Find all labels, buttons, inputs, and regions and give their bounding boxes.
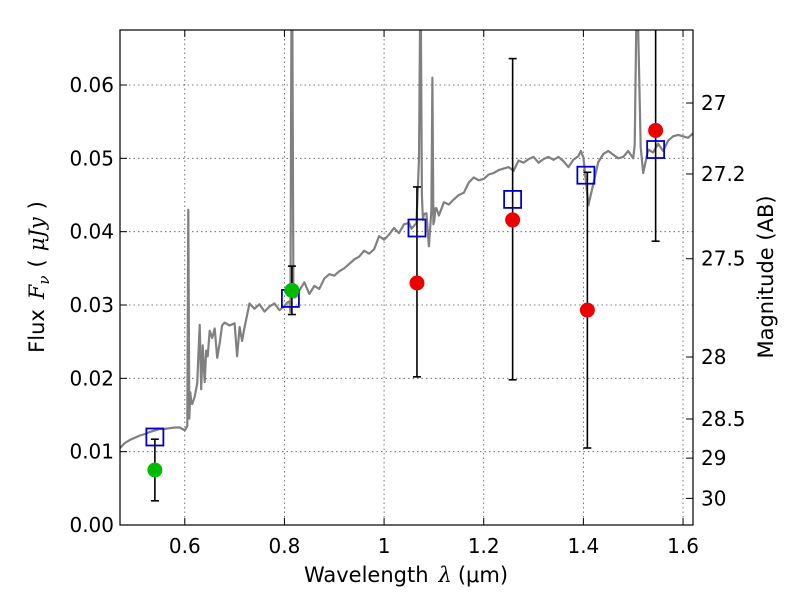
y2-tick-label: 28.5 <box>701 407 746 431</box>
measurement-point <box>505 212 521 228</box>
y2-tick-label: 30 <box>701 486 726 510</box>
y-tick-label: 0.00 <box>69 513 114 537</box>
x-tick-label: 1.6 <box>667 534 699 558</box>
y-tick-label: 0.02 <box>69 366 114 390</box>
y-tick-label: 0.06 <box>69 73 114 97</box>
y-axis-label: FluxFν(μJy) <box>25 201 53 353</box>
x-tick-label: 0.6 <box>169 534 201 558</box>
x-axis-label: Wavelength λ (μm) <box>304 563 508 587</box>
detection-point <box>284 282 300 298</box>
detection-point <box>147 462 163 478</box>
model-box-point <box>407 218 427 238</box>
spectrum-line <box>120 30 693 449</box>
y-tick-label: 0.01 <box>69 440 114 464</box>
x-tick-label: 0.8 <box>269 534 301 558</box>
plot-area <box>120 30 693 502</box>
x-tick-label: 1.4 <box>567 534 599 558</box>
plot-frame <box>119 29 694 526</box>
grid <box>120 30 693 526</box>
y2-tick-label: 27.5 <box>701 247 746 271</box>
x-tick-label: 1 <box>378 534 391 558</box>
y-tick-label: 0.03 <box>69 293 114 317</box>
y2-tick-label: 28 <box>701 345 726 369</box>
measurement-point <box>648 122 664 138</box>
model-box-point <box>145 427 165 447</box>
model-box-point <box>646 140 666 159</box>
x-tick-label: 1.2 <box>468 534 500 558</box>
y2-axis-label: Magnitude (AB) <box>754 195 778 358</box>
y2-tick-label: 27.2 <box>701 162 746 186</box>
measurement-point <box>409 275 425 291</box>
model-box-point <box>503 189 523 209</box>
y-tick-label: 0.05 <box>69 146 114 170</box>
y-tick-label: 0.04 <box>69 220 114 244</box>
model-box-point <box>576 165 596 185</box>
measurement-point <box>579 302 595 318</box>
axes-ticks: 0.6 0.8 1 1.2 1.4 1.6 0.00 0.01 0.02 0.03 0.04 0.05… <box>69 30 746 558</box>
y2-tick-label: 27 <box>701 91 726 115</box>
y2-tick-label: 29 <box>701 446 726 470</box>
